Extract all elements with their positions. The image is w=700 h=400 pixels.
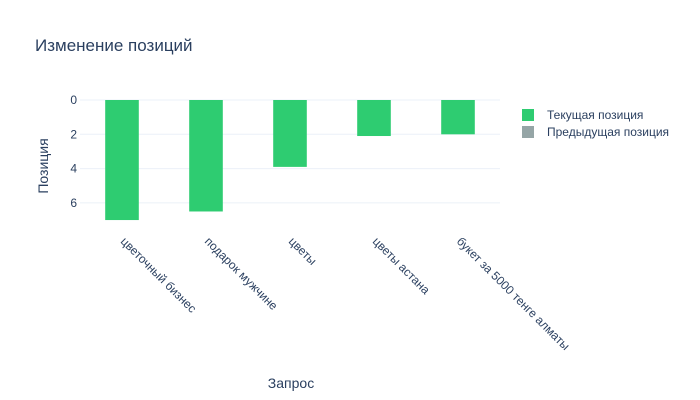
y-axis-title: Позиция	[35, 138, 51, 193]
y-tick-labels: 0 2 4 6	[70, 93, 77, 210]
x-tick-label: цветы астана	[370, 234, 433, 297]
x-tick-label: цветы	[286, 234, 320, 268]
legend-swatch	[522, 126, 534, 138]
bar	[441, 100, 475, 135]
x-tick-label: цветочный бизнес	[118, 234, 199, 315]
x-tick-label: подарок мужчине	[202, 234, 281, 313]
chart-title: Изменение позиций	[35, 36, 193, 55]
y-tick-label: 2	[70, 127, 77, 141]
x-tick-labels: цветочный бизнес подарок мужчине цветы цвет…	[118, 234, 573, 353]
bar	[273, 100, 307, 167]
y-tick-label: 0	[70, 93, 77, 107]
x-axis-title: Запрос	[268, 375, 314, 391]
bar	[357, 100, 391, 137]
legend-label: Предыдущая позиция	[547, 125, 669, 139]
y-tick-label: 6	[70, 196, 77, 210]
legend-label: Текущая позиция	[547, 108, 643, 122]
y-tick-label: 4	[70, 162, 77, 176]
bar	[105, 100, 139, 221]
bar	[189, 100, 223, 212]
legend: Текущая позиция Предыдущая позиция	[522, 108, 669, 139]
legend-swatch	[522, 109, 534, 121]
bars	[105, 100, 475, 221]
x-tick-label: букет за 5000 тенге алматы	[454, 234, 573, 353]
